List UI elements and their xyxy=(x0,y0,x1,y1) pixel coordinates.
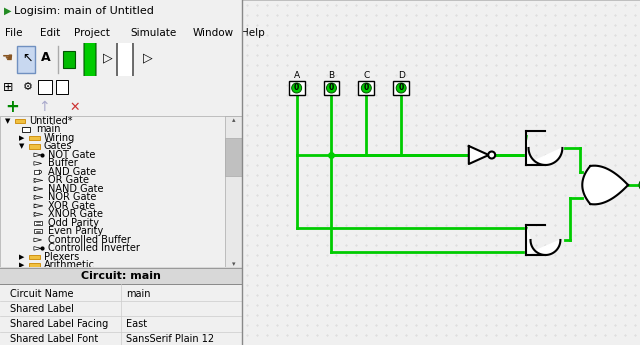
Text: Controlled Buffer: Controlled Buffer xyxy=(49,235,131,245)
Text: NOT Gate: NOT Gate xyxy=(49,150,96,160)
Text: main: main xyxy=(126,289,150,299)
FancyBboxPatch shape xyxy=(117,17,133,102)
Text: ▷: ▷ xyxy=(103,51,113,65)
Circle shape xyxy=(488,151,495,158)
Text: ▶: ▶ xyxy=(19,135,25,141)
Text: ⚙: ⚙ xyxy=(23,82,33,92)
Text: ▶: ▶ xyxy=(19,254,25,260)
Text: Circuit: main: Circuit: main xyxy=(81,271,161,281)
Text: main: main xyxy=(36,125,61,135)
Text: ↑: ↑ xyxy=(38,100,49,114)
Text: Even Parity: Even Parity xyxy=(49,226,104,236)
Text: Edit: Edit xyxy=(40,28,60,38)
Circle shape xyxy=(292,83,301,93)
Text: Wiring: Wiring xyxy=(44,133,75,143)
Polygon shape xyxy=(34,247,41,250)
Text: XNOR Gate: XNOR Gate xyxy=(49,209,104,219)
Text: Controlled Inverter: Controlled Inverter xyxy=(49,244,140,253)
Bar xyxy=(63,51,75,68)
Bar xyxy=(34,170,38,174)
Text: AND Gate: AND Gate xyxy=(49,167,97,177)
Text: 0: 0 xyxy=(399,83,404,92)
Bar xyxy=(225,116,242,267)
Text: Gates: Gates xyxy=(44,141,72,151)
Bar xyxy=(393,81,409,95)
Text: 0: 0 xyxy=(294,83,300,92)
Text: ▷: ▷ xyxy=(143,51,153,65)
Text: Odd Parity: Odd Parity xyxy=(49,218,99,228)
Bar xyxy=(324,81,339,95)
Bar xyxy=(22,127,30,131)
Bar xyxy=(29,144,40,148)
Text: ▶: ▶ xyxy=(4,6,12,16)
Text: ⊞: ⊞ xyxy=(3,81,13,93)
Polygon shape xyxy=(34,153,41,157)
Text: 0: 0 xyxy=(329,83,334,92)
Polygon shape xyxy=(34,238,42,242)
Bar xyxy=(29,255,40,259)
Polygon shape xyxy=(469,146,489,164)
Circle shape xyxy=(396,83,406,93)
Text: Shared Label Font: Shared Label Font xyxy=(10,334,98,344)
Text: ✕: ✕ xyxy=(70,100,80,114)
Text: SansSerif Plain 12: SansSerif Plain 12 xyxy=(126,334,214,344)
Text: Window: Window xyxy=(193,28,234,38)
Text: Circuit Name: Circuit Name xyxy=(10,289,73,299)
Text: Project: Project xyxy=(74,28,110,38)
Bar xyxy=(34,229,42,233)
Text: Arithmetic: Arithmetic xyxy=(44,260,95,270)
Text: Buffer: Buffer xyxy=(49,158,78,168)
Bar xyxy=(15,119,26,123)
Text: Logisim: main of Untitled: Logisim: main of Untitled xyxy=(14,6,154,16)
FancyBboxPatch shape xyxy=(56,80,68,94)
Text: Shared Label Facing: Shared Label Facing xyxy=(10,319,108,329)
Text: NAND Gate: NAND Gate xyxy=(49,184,104,194)
Text: ↖: ↖ xyxy=(22,51,32,65)
Text: ▾: ▾ xyxy=(232,262,236,267)
Bar xyxy=(225,138,242,176)
Bar xyxy=(29,263,40,267)
Circle shape xyxy=(326,83,337,93)
Bar xyxy=(34,221,42,225)
Text: +: + xyxy=(5,98,19,116)
Text: D: D xyxy=(397,71,404,80)
Bar xyxy=(0,267,242,284)
Text: ▶: ▶ xyxy=(19,263,25,268)
FancyBboxPatch shape xyxy=(38,80,52,94)
Bar xyxy=(29,136,40,140)
Circle shape xyxy=(639,179,640,191)
Polygon shape xyxy=(582,166,628,204)
Circle shape xyxy=(84,0,96,255)
Text: NOR Gate: NOR Gate xyxy=(49,193,97,203)
Text: Shared Label: Shared Label xyxy=(10,304,74,314)
Text: ▴: ▴ xyxy=(232,117,236,123)
Text: File: File xyxy=(5,28,22,38)
Text: ☚: ☚ xyxy=(3,51,13,65)
Circle shape xyxy=(362,83,371,93)
Polygon shape xyxy=(34,161,42,165)
Bar xyxy=(289,81,305,95)
FancyBboxPatch shape xyxy=(17,46,35,73)
Bar xyxy=(358,81,374,95)
Text: Untitled*: Untitled* xyxy=(29,116,72,126)
Text: OR Gate: OR Gate xyxy=(49,175,90,185)
Polygon shape xyxy=(525,225,561,255)
Text: XOR Gate: XOR Gate xyxy=(49,201,95,211)
Text: A: A xyxy=(41,51,51,65)
Text: ▼: ▼ xyxy=(5,118,10,124)
Polygon shape xyxy=(525,131,563,165)
Text: Plexers: Plexers xyxy=(44,252,79,262)
Text: Help: Help xyxy=(241,28,265,38)
Text: ▼: ▼ xyxy=(19,144,25,149)
Text: Simulate: Simulate xyxy=(130,28,176,38)
Text: 0: 0 xyxy=(364,83,369,92)
Text: C: C xyxy=(363,71,369,80)
Text: A: A xyxy=(294,71,300,80)
Text: East: East xyxy=(126,319,147,329)
Text: B: B xyxy=(328,71,335,80)
